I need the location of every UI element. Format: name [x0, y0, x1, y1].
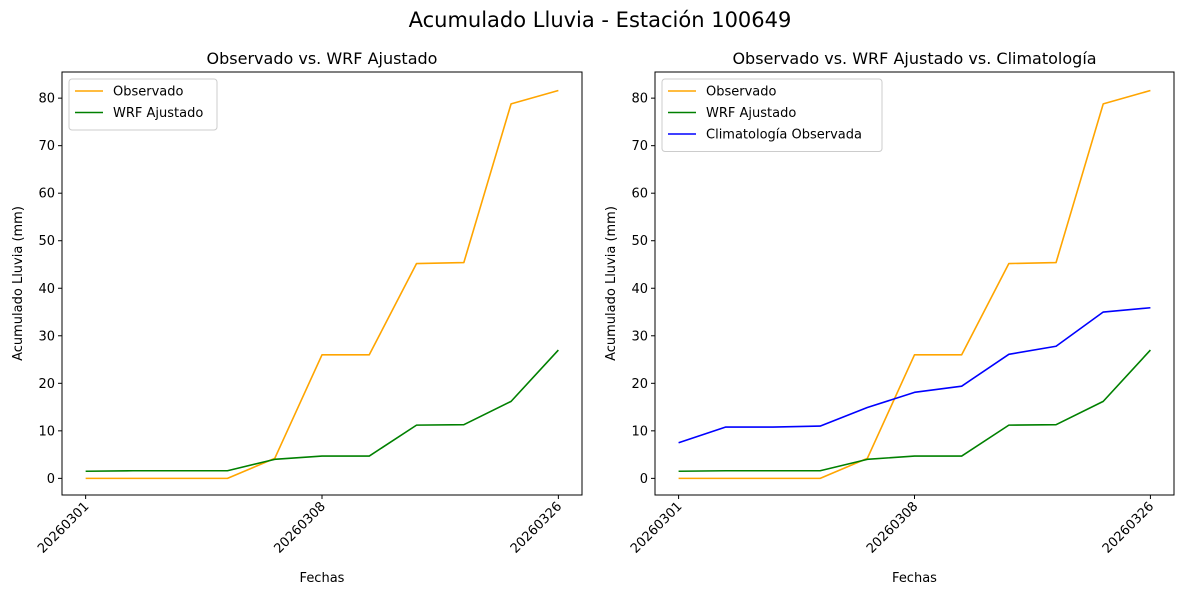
- x-tick-label: 20260326: [1100, 499, 1157, 556]
- y-tick-label: 70: [631, 139, 648, 154]
- legend-label: WRF Ajustado: [113, 106, 203, 121]
- series-line-observado: [678, 89, 1151, 480]
- y-tick-label: 50: [631, 234, 648, 249]
- legend-box: [68, 78, 218, 131]
- series-line-climatolog-a-observada: [678, 306, 1151, 444]
- chart-title: Observado vs. WRF Ajustado: [207, 49, 438, 68]
- x-tick-label: 20260301: [628, 499, 685, 556]
- legend-label: Observado: [706, 85, 777, 100]
- y-tick-label: 20: [38, 377, 55, 392]
- y-axis-label: Acumulado Lluvia (mm): [11, 206, 26, 361]
- series-line-observado: [85, 89, 559, 480]
- y-tick-label: 40: [631, 282, 648, 297]
- y-tick-label: 80: [631, 92, 648, 107]
- x-tick-label: 20260301: [35, 499, 92, 556]
- x-axis-label: Fechas: [300, 571, 345, 586]
- y-tick-label: 60: [38, 187, 55, 202]
- x-tick-label: 20260326: [508, 499, 565, 556]
- y-tick-label: 10: [38, 424, 55, 439]
- series-line-wrf-ajustado: [678, 349, 1151, 473]
- y-tick-label: 10: [631, 424, 648, 439]
- x-axis-label: Fechas: [892, 571, 937, 586]
- chart-title: Observado vs. WRF Ajustado vs. Climatolo…: [732, 49, 1096, 68]
- y-axis-label: Acumulado Lluvia (mm): [604, 206, 619, 361]
- x-tick-label: 20260308: [864, 499, 921, 556]
- figure-title: Acumulado Lluvia - Estación 100649: [409, 8, 792, 32]
- y-tick-label: 20: [631, 377, 648, 392]
- chart-panel-2: Observado vs. WRF Ajustado vs. Climatolo…: [604, 49, 1175, 586]
- y-tick-label: 0: [640, 472, 648, 487]
- chart-panel-1: Observado vs. WRF Ajustado 0 10 20 30 40 50 60 7…: [11, 49, 583, 586]
- y-tick-label: 50: [38, 234, 55, 249]
- axes-frame: [654, 71, 1175, 496]
- y-tick-label: 70: [38, 139, 55, 154]
- y-tick-label: 40: [38, 282, 55, 297]
- legend-label: Observado: [113, 85, 184, 100]
- series-line-wrf-ajustado: [85, 349, 559, 473]
- x-tick-label: 20260308: [271, 499, 328, 556]
- y-tick-label: 0: [47, 472, 55, 487]
- y-tick-label: 30: [631, 329, 648, 344]
- axes-frame: [61, 71, 583, 496]
- legend-label: WRF Ajustado: [706, 106, 796, 121]
- y-tick-label: 60: [631, 187, 648, 202]
- legend-label: Climatología Observada: [706, 128, 862, 143]
- legend-box: [661, 78, 883, 152]
- y-tick-label: 80: [38, 92, 55, 107]
- y-tick-label: 30: [38, 329, 55, 344]
